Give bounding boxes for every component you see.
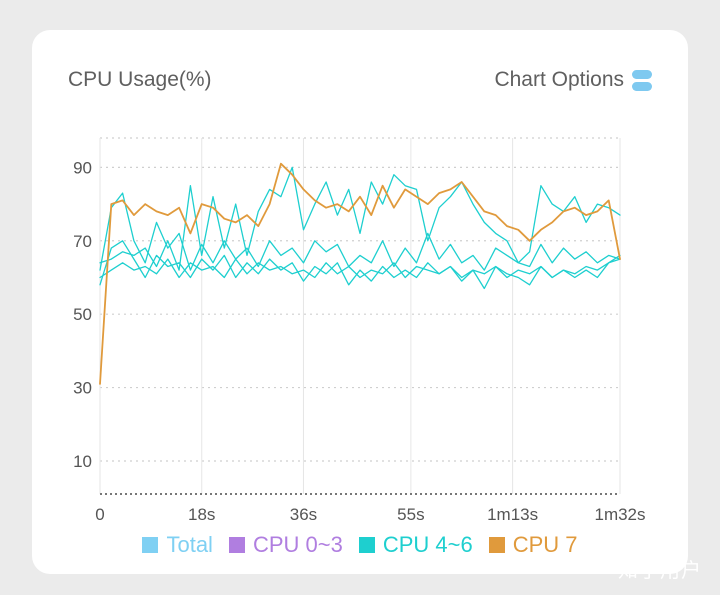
legend-label: CPU 4~6 bbox=[382, 532, 473, 557]
x-tick-label: 0 bbox=[95, 505, 104, 524]
watermark: 知乎用户 bbox=[618, 558, 702, 582]
y-tick-label: 50 bbox=[73, 305, 92, 324]
legend-label: CPU 7 bbox=[512, 532, 578, 557]
series-line-cpu-4-line-c bbox=[99, 166, 621, 271]
legend-label: Total bbox=[166, 532, 213, 557]
series-line-cpu-4-line-a bbox=[99, 192, 621, 271]
legend-item[interactable]: Total bbox=[142, 532, 213, 558]
legend-swatch bbox=[358, 537, 375, 553]
y-tick-label: 70 bbox=[73, 232, 92, 251]
legend-swatch bbox=[228, 537, 245, 553]
series-line-cpu-7 bbox=[99, 162, 621, 385]
x-tick-label: 1m32s bbox=[594, 505, 645, 524]
legend-swatch bbox=[142, 537, 159, 553]
chart-options-label: Chart Options bbox=[494, 68, 624, 91]
x-tick-label: 1m13s bbox=[487, 505, 538, 524]
chart-title: CPU Usage(%) bbox=[68, 68, 212, 91]
x-tick-label: 18s bbox=[188, 505, 215, 524]
y-tick-label: 90 bbox=[73, 158, 92, 177]
series-line-cpu-4-line-b bbox=[99, 240, 621, 290]
chart-options-button[interactable]: Chart Options bbox=[494, 68, 652, 92]
x-tick-label: 55s bbox=[397, 505, 424, 524]
toggle-options-icon[interactable] bbox=[632, 69, 652, 91]
legend-item[interactable]: CPU 4~6 bbox=[358, 532, 473, 558]
legend-label: CPU 0~3 bbox=[252, 532, 343, 557]
chart-legend: Total CPU 0~3 CPU 4~6 CPU 7 bbox=[32, 532, 688, 558]
y-tick-label: 10 bbox=[73, 452, 92, 471]
series-line-cpu-4-line-d bbox=[99, 258, 621, 279]
cpu-usage-card: CPU Usage(%) Chart Options 10 30 50 70 90 0 18… bbox=[32, 30, 688, 574]
cpu-usage-chart: 10 30 50 70 90 0 18s 36s 55s 1m13s 1m32s bbox=[73, 137, 646, 524]
x-tick-label: 36s bbox=[290, 505, 317, 524]
legend-item[interactable]: CPU 0~3 bbox=[228, 532, 343, 558]
legend-item[interactable]: CPU 7 bbox=[488, 532, 578, 558]
legend-swatch bbox=[488, 537, 505, 553]
y-tick-label: 30 bbox=[73, 379, 92, 398]
